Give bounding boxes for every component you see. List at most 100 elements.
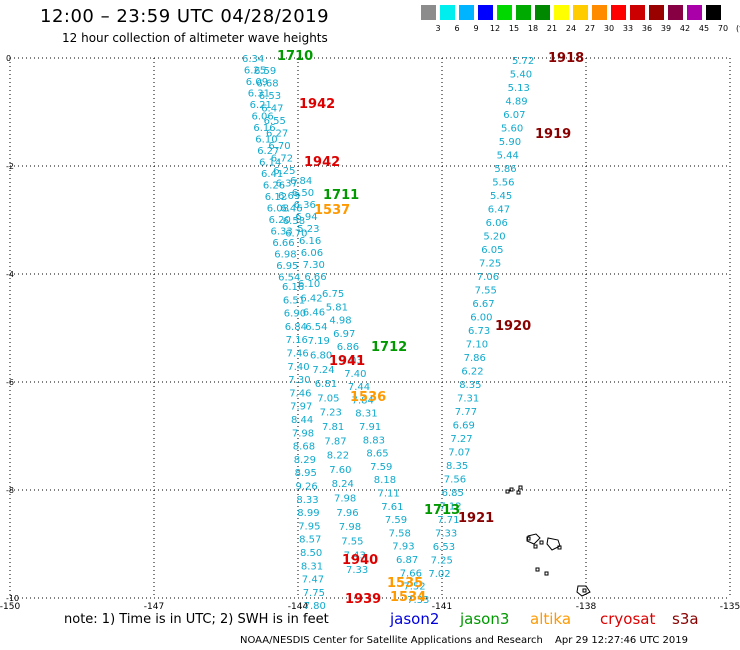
wave-height-value: 6.69 — [453, 421, 475, 432]
wave-height-value: 7.61 — [381, 502, 403, 513]
wave-height-value: 9.26 — [296, 482, 318, 493]
y-tick-label: 0 — [6, 54, 11, 63]
wave-height-value: 6.72 — [271, 154, 293, 165]
island-outline — [526, 533, 541, 545]
legend-swatch — [649, 5, 664, 20]
legend-label: 30 — [603, 24, 615, 33]
wave-height-value: 6.66 — [304, 272, 326, 283]
pass-time-label: 1712 — [371, 340, 407, 355]
wave-height-value: 6.22 — [461, 367, 483, 378]
pass-time-label: 1711 — [323, 188, 359, 203]
legend-swatch — [611, 5, 626, 20]
x-tick-label: -144 — [288, 602, 309, 612]
wave-height-value: 7.55 — [341, 536, 363, 547]
wave-height-value: 5.44 — [497, 151, 519, 162]
wave-height-value: 6.14 — [259, 158, 281, 169]
legend-label: 6 — [454, 24, 460, 33]
wave-height-value: 6.33 — [271, 227, 293, 238]
wave-height-value: 7.66 — [400, 568, 422, 579]
wave-height-value: 6.87 — [396, 555, 418, 566]
wave-height-value: 7.05 — [317, 393, 339, 404]
wave-height-value: 6.85 — [442, 488, 464, 499]
pass-time-label: 1942 — [304, 155, 340, 170]
pass-time-label: 1939 — [345, 592, 381, 607]
mission-jason3: jason3 — [460, 610, 510, 628]
wave-height-value: 6.55 — [264, 116, 286, 127]
wave-height-value: 6.25 — [273, 166, 295, 177]
wave-height-value: 7.95 — [298, 521, 320, 532]
wave-height-value: 7.16 — [286, 335, 308, 346]
wave-height-value: 7.46 — [289, 388, 311, 399]
wave-height-value: 7.27 — [450, 434, 472, 445]
wave-height-value: 8.83 — [363, 435, 385, 446]
wave-height-value: 6.73 — [468, 326, 490, 337]
mission-s3a: s3a — [672, 610, 699, 628]
wave-height-value: 6.66 — [272, 238, 294, 249]
wave-height-value: 4.98 — [329, 316, 351, 327]
wave-height-value: 7.60 — [329, 465, 351, 476]
page-subtitle: 12 hour collection of altimeter wave hei… — [62, 31, 328, 45]
wave-height-value: 8.35 — [446, 461, 468, 472]
island-outline — [518, 485, 523, 490]
wave-height-value: 7.98 — [339, 522, 361, 533]
wave-height-value: 6.98 — [274, 250, 296, 261]
wave-height-value: 6.46 — [303, 308, 325, 319]
wave-height-value: 6.27 — [266, 129, 288, 140]
legend-label: 45 — [698, 24, 710, 33]
wave-height-value: 7.71 — [437, 515, 459, 526]
wave-height-value: 6.16 — [253, 123, 275, 134]
wave-height-value: 5.90 — [499, 137, 521, 148]
wave-height-value: 6.36 — [294, 200, 316, 211]
island-outline — [505, 489, 510, 494]
wave-height-value: 6.37 — [276, 179, 298, 190]
pass-time-label: 1921 — [458, 511, 494, 526]
pass-time-label: 1920 — [495, 319, 531, 334]
legend-swatch — [668, 5, 683, 20]
wave-height-value: 7.24 — [312, 365, 334, 376]
x-tick-label: -141 — [432, 602, 452, 612]
legend-label: 42 — [679, 24, 691, 33]
wave-height-value: 7.75 — [303, 588, 325, 599]
wave-height-value: 6.70 — [268, 141, 290, 152]
pass-time-label: 1941 — [329, 354, 365, 369]
pass-time-label: 1710 — [277, 49, 313, 64]
wave-height-value: 7.59 — [370, 462, 392, 473]
wave-height-value: 6.75 — [322, 289, 344, 300]
page-title: 12:00 – 23:59 UTC 04/28/2019 — [40, 6, 330, 27]
note-text: note: 1) Time is in UTC; 2) SWH is in fe… — [64, 612, 329, 627]
wave-height-value: 6.06 — [252, 112, 274, 123]
wave-height-value: 8.18 — [374, 475, 396, 486]
legend-swatch — [706, 5, 721, 20]
wave-height-value: 8.29 — [294, 455, 316, 466]
wave-height-value: 7.11 — [378, 489, 400, 500]
wave-height-value: 7.40 — [344, 369, 366, 380]
legend-label: 21 — [546, 24, 558, 33]
footer-timestamp: Apr 29 12:27:46 UTC 2019 — [555, 635, 688, 646]
legend-label: 36 — [641, 24, 653, 33]
wave-height-value: 7.33 — [435, 529, 457, 540]
legend-swatch — [687, 5, 702, 20]
wave-height-value: 6.53 — [259, 91, 281, 102]
wave-height-value: 5.23 — [297, 224, 319, 235]
wave-height-value: 8.31 — [355, 409, 377, 420]
wave-height-value: 7.98 — [292, 428, 314, 439]
wave-height-value: 6.42 — [300, 293, 322, 304]
wave-height-value: 7.55 — [475, 286, 497, 297]
wave-height-value: 5.45 — [490, 191, 512, 202]
wave-height-value: 7.59 — [385, 515, 407, 526]
x-tick-label: -135 — [720, 602, 740, 612]
wave-height-value: 8.95 — [295, 468, 317, 479]
legend-swatch — [497, 5, 512, 20]
wave-height-value: 6.51 — [283, 295, 305, 306]
legend-label: 33 — [622, 24, 634, 33]
legend-label: 70 — [717, 24, 729, 33]
wave-height-value: 6.47 — [261, 104, 283, 115]
wave-height-value: 8.22 — [327, 451, 349, 462]
pass-time-label: 1537 — [314, 203, 350, 218]
wave-height-value: 7.03 — [341, 356, 363, 367]
legend-label: 15 — [508, 24, 520, 33]
mission-altika: altika — [530, 610, 572, 628]
island-outline — [539, 540, 544, 545]
mission-jason2: jason2 — [390, 610, 440, 628]
wave-height-value: 6.27 — [257, 146, 279, 157]
